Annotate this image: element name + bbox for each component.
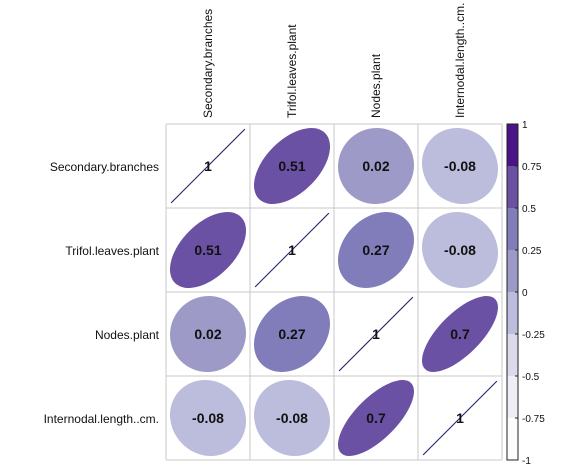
correlation-value: 0.02 xyxy=(194,326,221,342)
variable-labels: Secondary.branches Secondary.branches Trif… xyxy=(44,3,467,426)
column-label: Nodes.plant xyxy=(369,53,383,118)
correlation-value: 0.51 xyxy=(278,158,305,174)
correlation-value: -0.08 xyxy=(276,410,308,426)
column-label: Trifol.leaves.plant xyxy=(285,24,299,118)
legend-tick-label: 0.25 xyxy=(522,246,542,257)
correlation-value: 0.7 xyxy=(450,326,470,342)
correlation-value: 1 xyxy=(372,326,380,342)
correlation-value: 1 xyxy=(456,410,464,426)
legend-tick-label: -0.5 xyxy=(522,372,540,383)
legend-band xyxy=(507,292,518,334)
color-legend: 1 0.75 0.5 0.25 0 -0.25 -0.5 -0.75 -1 xyxy=(507,120,545,467)
row-label: Trifol.leaves.plant xyxy=(65,244,159,258)
correlation-value: 0.51 xyxy=(194,242,221,258)
correlation-value: 1 xyxy=(288,242,296,258)
legend-tick-label: 0.5 xyxy=(522,204,536,215)
row-label: Secondary.branches xyxy=(50,160,159,174)
legend-tick-label: 0.75 xyxy=(522,162,542,173)
legend-band xyxy=(507,166,518,208)
correlation-value: 0.02 xyxy=(362,158,389,174)
column-label: Internodal.length..cm. xyxy=(453,3,467,118)
row-label: Nodes.plant xyxy=(95,328,160,342)
row-label: Internodal.length..cm. xyxy=(44,412,159,426)
correlation-value: 1 xyxy=(204,158,212,174)
legend-tick-label: 0 xyxy=(522,288,528,299)
legend-tick-label: 1 xyxy=(522,120,528,131)
legend-band xyxy=(507,334,518,376)
legend-band xyxy=(507,418,518,460)
correlation-value: -0.08 xyxy=(444,158,476,174)
legend-tick-label: -1 xyxy=(522,456,531,467)
correlation-value: 0.27 xyxy=(362,242,389,258)
legend-band xyxy=(507,124,518,166)
correlation-value: 0.7 xyxy=(366,410,386,426)
column-label: Secondary.branches xyxy=(201,9,215,118)
legend-band xyxy=(507,376,518,418)
legend-band xyxy=(507,250,518,292)
correlation-value: -0.08 xyxy=(192,410,224,426)
correlation-value: -0.08 xyxy=(444,242,476,258)
legend-tick-label: -0.25 xyxy=(522,330,545,341)
legend-band xyxy=(507,208,518,250)
legend-tick-label: -0.75 xyxy=(522,414,545,425)
correlation-value: 0.27 xyxy=(278,326,305,342)
